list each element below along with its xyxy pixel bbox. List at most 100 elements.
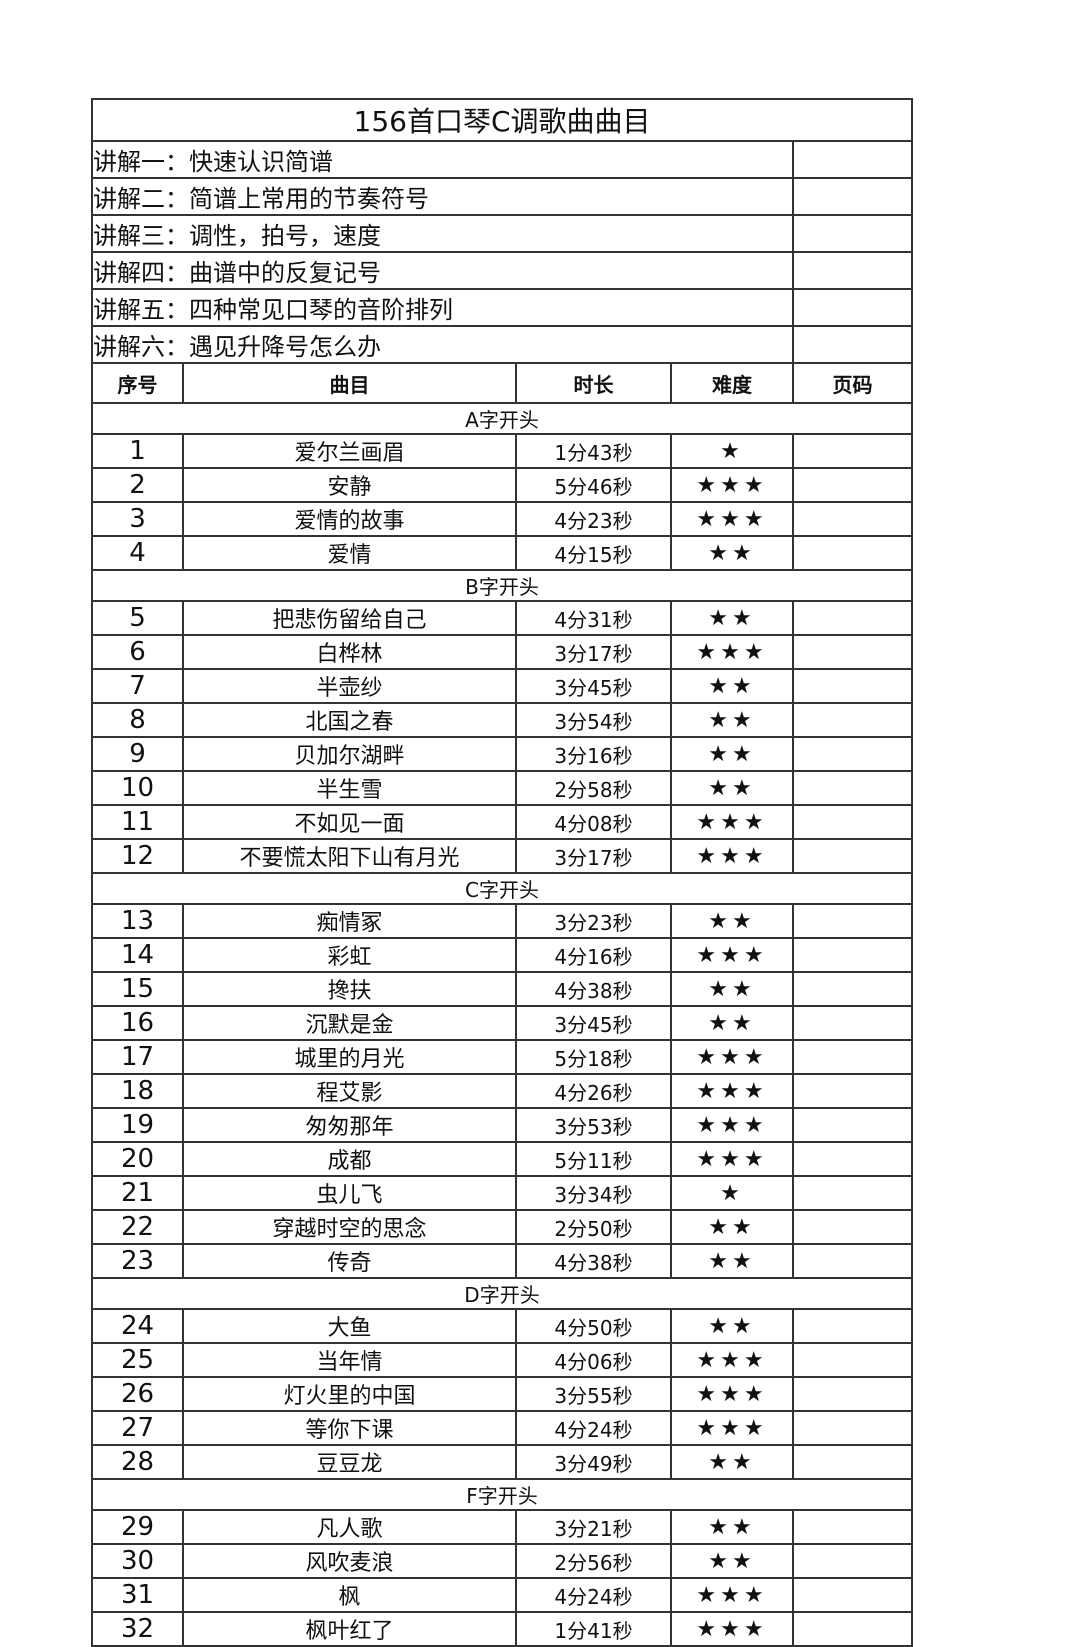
song-duration: 4分26秒 [515,1073,672,1109]
song-duration: 3分45秒 [515,668,672,704]
song-duration: 5分11秒 [515,1141,672,1177]
song-name: 彩虹 [182,937,517,973]
song-duration: 1分43秒 [515,433,672,469]
table-row: 15 搀扶 4分38秒 ★★ [91,971,914,1007]
song-duration: 3分45秒 [515,1005,672,1041]
page-number-cell [791,937,914,973]
song-number: 6 [91,634,184,670]
song-name: 豆豆龙 [182,1444,517,1480]
song-number: 14 [91,937,184,973]
lecture-title: 讲解五：四种常见口琴的音阶排列 [91,288,794,327]
song-number: 25 [91,1342,184,1378]
song-duration: 4分23秒 [515,501,672,537]
song-difficulty: ★★ [670,736,794,772]
song-name: 枫叶红了 [182,1611,517,1647]
table-row: 16 沉默是金 3分45秒 ★★ [91,1005,914,1041]
song-difficulty: ★★ [670,1243,794,1279]
song-name: 爱情的故事 [182,501,517,537]
page-number-cell [791,1243,914,1279]
song-difficulty: ★★ [670,668,794,704]
song-duration: 4分38秒 [515,1243,672,1279]
song-difficulty: ★★★ [670,1141,794,1177]
song-number: 1 [91,433,184,469]
table-row: 5 把悲伤留给自己 4分31秒 ★★ [91,600,914,636]
song-name: 传奇 [182,1243,517,1279]
table-row: 32 枫叶红了 1分41秒 ★★★ [91,1611,914,1647]
song-duration: 4分38秒 [515,971,672,1007]
song-list-table: 156首口琴C调歌曲曲目 讲解一：快速认识简谱 讲解二：简谱上常用的节奏符号 讲解三… [90,98,914,1647]
page-number-cell [791,1543,914,1579]
column-header: 曲目 [182,362,517,404]
page-number-cell [791,288,914,327]
song-difficulty: ★★★ [670,1107,794,1143]
column-header: 时长 [515,362,672,404]
song-name: 成都 [182,1141,517,1177]
page-number-cell [791,804,914,840]
song-number: 9 [91,736,184,772]
page-number-cell [791,702,914,738]
song-name: 北国之春 [182,702,517,738]
page-number-cell [791,903,914,939]
lecture-row: 讲解一：快速认识简谱 [91,140,914,179]
song-number: 27 [91,1410,184,1446]
page-number-cell [791,1175,914,1211]
page-number-cell [791,433,914,469]
lecture-title: 讲解六：遇见升降号怎么办 [91,325,794,364]
song-number: 31 [91,1577,184,1613]
group-label: A字开头 [90,402,914,435]
song-number: 12 [91,838,184,874]
song-difficulty: ★★★ [670,838,794,874]
table-row: 2 安静 5分46秒 ★★★ [91,467,914,503]
lecture-title: 讲解二：简谱上常用的节奏符号 [91,177,794,216]
table-row: 30 风吹麦浪 2分56秒 ★★ [91,1543,914,1579]
lecture-row: 讲解三：调性，拍号，速度 [91,214,914,253]
page-number-cell [791,770,914,806]
lecture-row: 讲解六：遇见升降号怎么办 [91,325,914,364]
song-name: 灯火里的中国 [182,1376,517,1412]
table-row: 27 等你下课 4分24秒 ★★★ [91,1410,914,1446]
table-row: 3 爱情的故事 4分23秒 ★★★ [91,501,914,537]
song-difficulty: ★★★ [670,1410,794,1446]
song-duration: 2分56秒 [515,1543,672,1579]
page-number-cell [791,1376,914,1412]
song-difficulty: ★★★ [670,937,794,973]
song-number: 4 [91,535,184,571]
lecture-row: 讲解四：曲谱中的反复记号 [91,251,914,290]
table-row: 17 城里的月光 5分18秒 ★★★ [91,1039,914,1075]
song-number: 16 [91,1005,184,1041]
lecture-title: 讲解四：曲谱中的反复记号 [91,251,794,290]
song-number: 3 [91,501,184,537]
page-title: 156首口琴C调歌曲曲目 [90,98,914,142]
lecture-row: 讲解五：四种常见口琴的音阶排列 [91,288,914,327]
song-difficulty: ★★★ [670,1342,794,1378]
song-difficulty: ★★★ [670,1577,794,1613]
page-number-cell [791,535,914,571]
table-row: 14 彩虹 4分16秒 ★★★ [91,937,914,973]
table-row: 26 灯火里的中国 3分55秒 ★★★ [91,1376,914,1412]
page-number-cell [791,634,914,670]
song-number: 24 [91,1308,184,1344]
song-name: 当年情 [182,1342,517,1378]
song-name: 城里的月光 [182,1039,517,1075]
song-number: 22 [91,1209,184,1245]
song-duration: 2分58秒 [515,770,672,806]
song-number: 7 [91,668,184,704]
page-number-cell [791,214,914,253]
column-header: 序号 [91,362,184,404]
song-number: 2 [91,467,184,503]
song-difficulty: ★★★ [670,1611,794,1647]
song-number: 10 [91,770,184,806]
table-row: 4 爱情 4分15秒 ★★ [91,535,914,571]
table-row: 25 当年情 4分06秒 ★★★ [91,1342,914,1378]
song-name: 穿越时空的思念 [182,1209,517,1245]
song-name: 匆匆那年 [182,1107,517,1143]
song-duration: 3分17秒 [515,634,672,670]
song-difficulty: ★★ [670,1509,794,1545]
song-duration: 5分46秒 [515,467,672,503]
song-difficulty: ★★ [670,535,794,571]
page-number-cell [791,1342,914,1378]
song-duration: 3分17秒 [515,838,672,874]
page-number-cell [791,1611,914,1647]
song-number: 11 [91,804,184,840]
page-number-cell [791,1444,914,1480]
